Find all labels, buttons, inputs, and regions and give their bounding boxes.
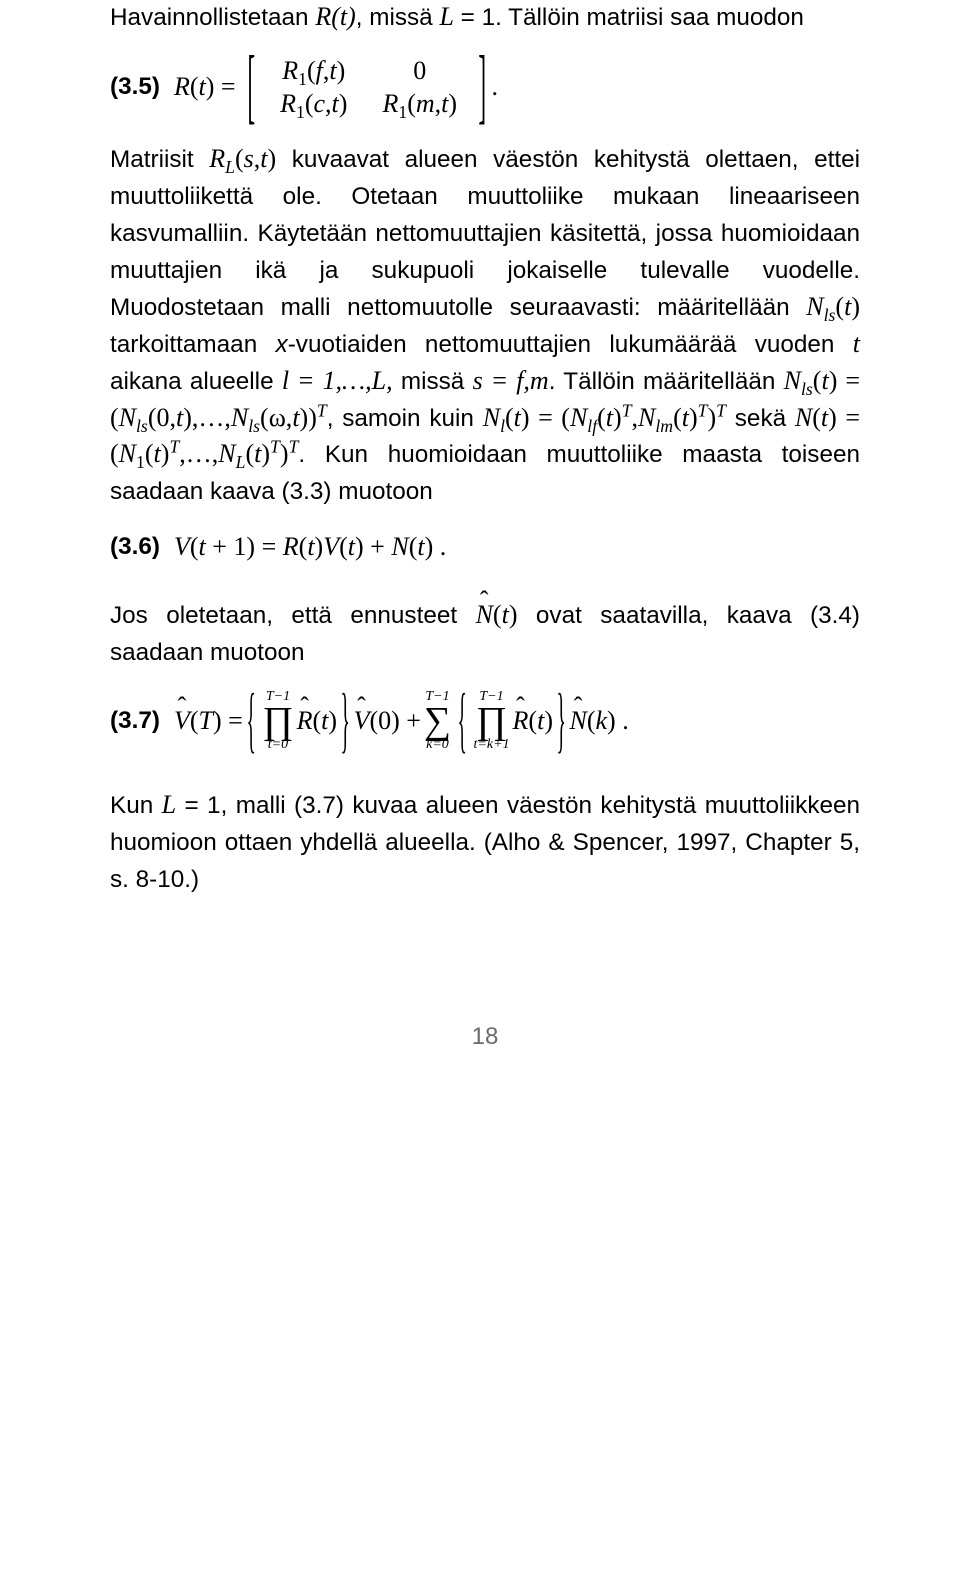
page-number: 18 (110, 1019, 860, 1055)
eq-label: (3.5) (110, 69, 160, 106)
cell-12: 0 (367, 55, 473, 88)
text: Jos oletetaan, että ennusteet N(t) ovat … (110, 602, 860, 666)
equation-3-6: (3.6) V(t + 1) = R(t)V(t) + N(t) . (110, 529, 860, 566)
matrix-rows: R1(f,t) 0 R1(c,t) R1(m,t) (261, 55, 473, 120)
cell-11: R1(f,t) (261, 55, 367, 88)
para-forecast: Jos oletetaan, että ennusteet N(t) ovat … (110, 598, 860, 672)
eq-body: V(t + 1) = R(t)V(t) + N(t) . (174, 533, 446, 562)
text: Matriisit RL(s,t) kuvaavat alueen väestö… (110, 146, 860, 505)
text: Kun L = 1, malli (3.7) kuvaa alueen väes… (110, 792, 860, 893)
text: Havainnollistetaan R(t), missä L = 1. Tä… (110, 4, 804, 31)
eq-label: (3.6) (110, 529, 160, 566)
matrix: [ R1(f,t) 0 R1(c,t) R1(m,t) ] (242, 55, 491, 120)
para-conclusion: Kun L = 1, malli (3.7) kuvaa alueen väes… (110, 788, 860, 899)
para-intro: Havainnollistetaan R(t), missä L = 1. Tä… (110, 0, 860, 37)
page: Havainnollistetaan R(t), missä L = 1. Tä… (0, 0, 960, 1587)
cell-21: R1(c,t) (261, 88, 367, 121)
product-2: T−1 ∏ t=k+1 (474, 690, 510, 752)
eq-lhs: R(t) = (174, 73, 242, 102)
eq-label: (3.7) (110, 703, 160, 740)
equation-3-7: (3.7) V(T) = { T−1 ∏ t=0 R(t) } V(0) + T… (110, 690, 860, 752)
eq-tail: . (491, 73, 498, 102)
sum: T−1 ∑ k=0 (424, 690, 451, 752)
product-1: T−1 ∏ t=0 (262, 690, 293, 752)
para-main: Matriisit RL(s,t) kuvaavat alueen väestö… (110, 142, 860, 511)
equation-3-5: (3.5) R(t) = [ R1(f,t) 0 R1(c,t) R1(m,t)… (110, 55, 860, 120)
right-bracket: ] (478, 46, 486, 129)
cell-22: R1(m,t) (367, 88, 473, 121)
left-bracket: [ (248, 46, 256, 129)
eq-body: V(T) = { T−1 ∏ t=0 R(t) } V(0) + T−1 ∑ k… (174, 690, 629, 752)
